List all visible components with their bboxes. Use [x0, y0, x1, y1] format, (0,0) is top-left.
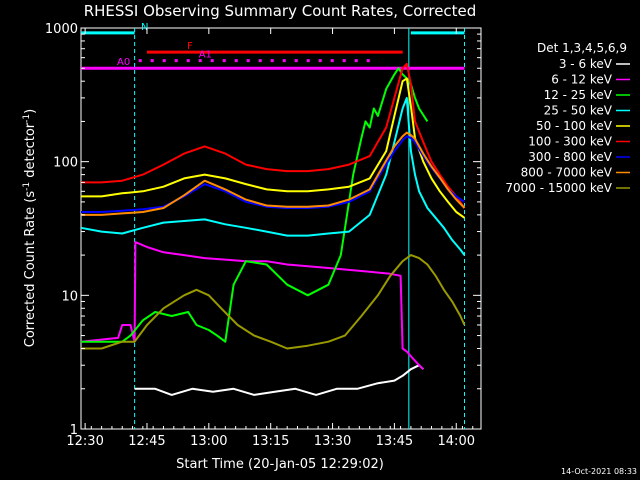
series-line-7: [81, 131, 466, 216]
y-axis-label-sup1: -1: [22, 182, 32, 191]
legend-entry-label-3: 25 - 50 keV: [544, 104, 613, 118]
x-tick-label-4: 13:30: [314, 434, 351, 449]
flag-label-n: N: [141, 22, 148, 33]
y-axis-label-end: ): [23, 109, 38, 114]
legend-entry-label-1: 6 - 12 keV: [551, 73, 613, 87]
series-line-4: [81, 77, 466, 219]
y-axis: 1 10 100 1000: [45, 22, 481, 438]
y-axis-label: Corrected Count Rate (s-1 detector-1): [22, 109, 38, 347]
x-tick-label-2: 13:00: [190, 434, 227, 449]
footer-timestamp: 14-Oct-2021 08:33: [561, 467, 637, 476]
x-tick-label-6: 14:00: [438, 434, 475, 449]
legend-entry-label-7: 800 - 7000 keV: [521, 166, 613, 180]
chart-title: RHESSI Observing Summary Count Rates, Co…: [84, 2, 477, 20]
y-axis-label-mid: detector: [23, 122, 38, 182]
x-tick-label-5: 13:45: [376, 434, 413, 449]
y-tick-label-2: 100: [53, 156, 78, 171]
legend-entry-label-0: 3 - 6 keV: [559, 57, 613, 71]
flag-bars: N F A0 A1: [81, 22, 465, 70]
x-tick-label-0: 12:30: [66, 434, 103, 449]
legend-entry-label-6: 300 - 800 keV: [528, 150, 612, 164]
flag-label-f: F: [187, 41, 193, 52]
series-lines: [80, 62, 466, 396]
x-tick-label-1: 12:45: [128, 434, 165, 449]
series-line-3: [80, 96, 466, 256]
x-axis-label: Start Time (20-Jan-05 12:29:02): [176, 457, 384, 472]
legend-title: Det 1,3,4,5,6,9: [537, 41, 627, 55]
y-axis-label-sup2: -1: [22, 114, 32, 123]
series-line-0: [134, 364, 424, 396]
series-line-8: [81, 254, 466, 350]
legend-entry-label-4: 50 - 100 keV: [536, 119, 613, 133]
series-line-5: [81, 62, 466, 209]
y-tick-label-3: 1000: [45, 22, 78, 37]
flag-label-a1: A1: [199, 50, 212, 61]
x-tick-label-3: 13:15: [252, 434, 289, 449]
x-axis: 12:30 12:45 13:00 13:15 13:30 13:45 14:00: [66, 28, 475, 449]
y-tick-label-1: 10: [61, 289, 78, 304]
y-tick-label-0: 1: [70, 423, 78, 438]
legend-entry-label-5: 100 - 300 keV: [528, 135, 612, 149]
legend-entry-label-8: 7000 - 15000 keV: [505, 181, 612, 195]
flag-label-a0: A0: [117, 57, 130, 68]
legend-entry-label-2: 12 - 25 keV: [544, 88, 613, 102]
y-axis-label-main: Corrected Count Rate (s: [23, 191, 38, 348]
